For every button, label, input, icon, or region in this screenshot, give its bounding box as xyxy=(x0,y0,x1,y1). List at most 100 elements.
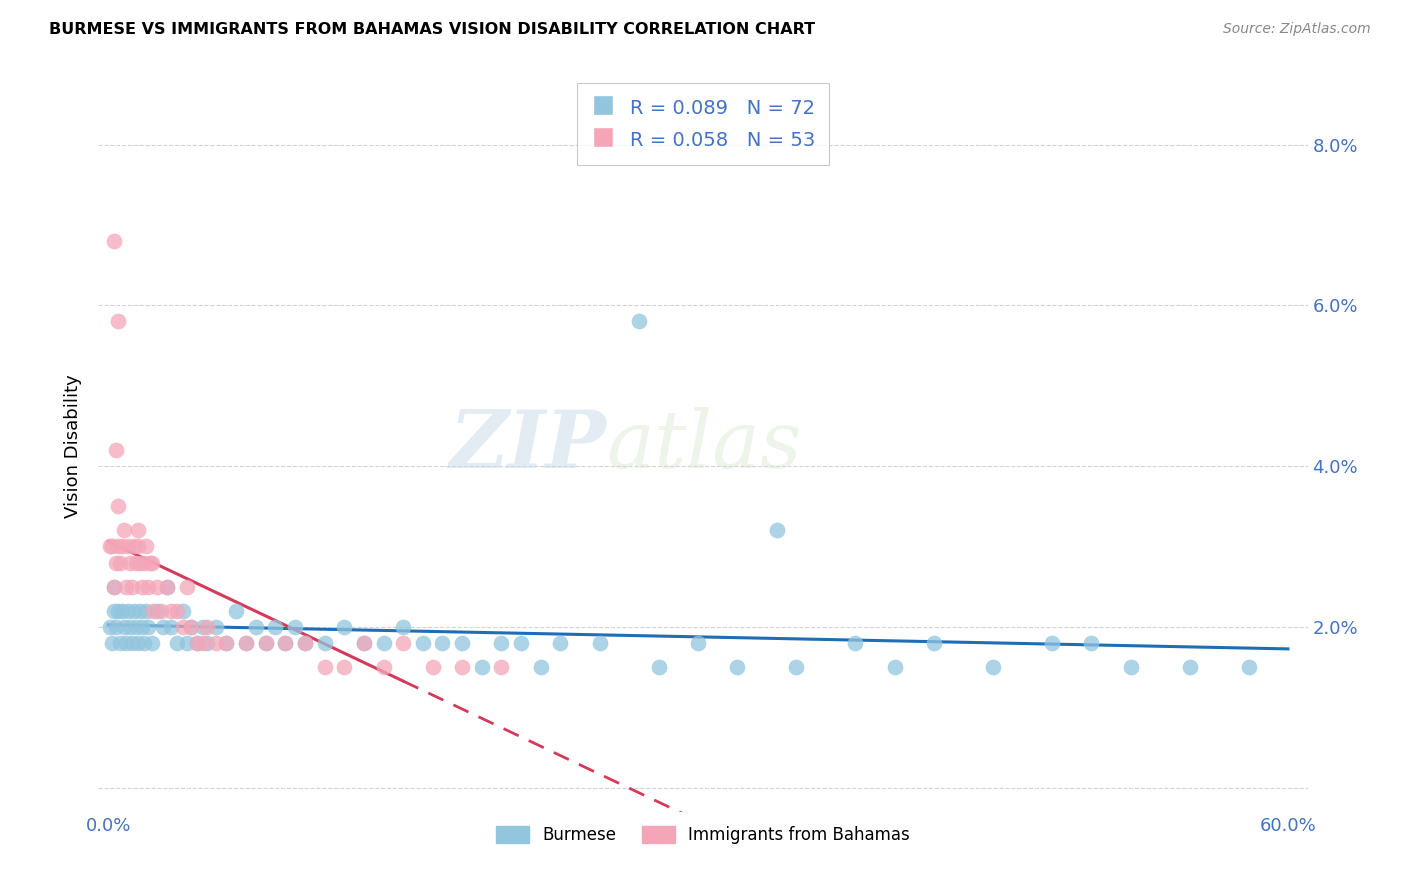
Point xyxy=(648,660,671,674)
Point xyxy=(294,636,316,650)
Point xyxy=(186,636,208,650)
Point xyxy=(136,620,159,634)
Point xyxy=(135,540,157,554)
Point xyxy=(333,660,356,674)
Point xyxy=(101,540,124,554)
Text: BURMESE VS IMMIGRANTS FROM BAHAMAS VISION DISABILITY CORRELATION CHART: BURMESE VS IMMIGRANTS FROM BAHAMAS VISIO… xyxy=(49,22,815,37)
Point xyxy=(125,620,148,634)
Point xyxy=(107,314,129,328)
Point xyxy=(166,636,188,650)
Point xyxy=(150,604,173,618)
Point xyxy=(112,620,135,634)
Point xyxy=(274,636,297,650)
Point xyxy=(589,636,612,650)
Point xyxy=(451,660,474,674)
Point xyxy=(1040,636,1063,650)
Y-axis label: Vision Disability: Vision Disability xyxy=(63,374,82,518)
Point xyxy=(1080,636,1102,650)
Point xyxy=(274,636,297,650)
Point xyxy=(141,556,163,570)
Point xyxy=(1237,660,1260,674)
Point xyxy=(205,636,228,650)
Point xyxy=(215,636,238,650)
Point xyxy=(108,556,131,570)
Point xyxy=(725,660,748,674)
Point xyxy=(922,636,945,650)
Point xyxy=(294,636,316,650)
Point xyxy=(373,660,395,674)
Point xyxy=(98,540,121,554)
Point xyxy=(141,636,163,650)
Point xyxy=(98,620,121,634)
Point xyxy=(785,660,807,674)
Point xyxy=(121,580,143,594)
Point xyxy=(107,500,129,514)
Point xyxy=(172,604,194,618)
Point xyxy=(132,556,155,570)
Point xyxy=(550,636,572,650)
Point xyxy=(136,580,159,594)
Point xyxy=(373,636,395,650)
Point xyxy=(176,636,198,650)
Point xyxy=(225,604,247,618)
Point xyxy=(118,556,141,570)
Point xyxy=(117,604,139,618)
Point xyxy=(176,580,198,594)
Point xyxy=(125,556,148,570)
Legend: Burmese, Immigrants from Bahamas: Burmese, Immigrants from Bahamas xyxy=(489,820,917,851)
Point xyxy=(138,556,160,570)
Point xyxy=(128,604,150,618)
Point xyxy=(115,580,138,594)
Point xyxy=(392,636,415,650)
Point xyxy=(156,580,179,594)
Point xyxy=(103,234,125,248)
Point xyxy=(1119,660,1142,674)
Point xyxy=(284,620,307,634)
Point xyxy=(191,636,214,650)
Point xyxy=(117,540,139,554)
Point xyxy=(195,620,218,634)
Point xyxy=(160,620,183,634)
Point xyxy=(127,524,149,538)
Point xyxy=(353,636,375,650)
Point xyxy=(112,524,135,538)
Point xyxy=(191,620,214,634)
Point xyxy=(101,636,124,650)
Point xyxy=(107,604,129,618)
Point xyxy=(392,620,415,634)
Point xyxy=(146,580,169,594)
Point xyxy=(530,660,553,674)
Point xyxy=(105,556,128,570)
Point xyxy=(172,620,194,634)
Point xyxy=(111,540,134,554)
Point xyxy=(314,636,336,650)
Point xyxy=(142,604,165,618)
Point xyxy=(235,636,257,650)
Point xyxy=(135,604,157,618)
Point xyxy=(180,620,202,634)
Point xyxy=(422,660,444,674)
Point xyxy=(451,636,474,650)
Point xyxy=(103,604,125,618)
Point xyxy=(353,636,375,650)
Point xyxy=(156,580,179,594)
Point xyxy=(121,636,143,650)
Point xyxy=(333,620,356,634)
Point xyxy=(108,636,131,650)
Point xyxy=(105,443,128,458)
Point xyxy=(491,636,513,650)
Point xyxy=(235,636,257,650)
Point xyxy=(146,604,169,618)
Point xyxy=(160,604,183,618)
Point xyxy=(107,540,129,554)
Point xyxy=(127,636,149,650)
Point xyxy=(131,620,153,634)
Point xyxy=(128,556,150,570)
Point xyxy=(180,620,202,634)
Point xyxy=(118,620,141,634)
Text: ZIP: ZIP xyxy=(450,408,606,484)
Point xyxy=(186,636,208,650)
Point xyxy=(195,636,218,650)
Point xyxy=(122,604,145,618)
Point xyxy=(131,580,153,594)
